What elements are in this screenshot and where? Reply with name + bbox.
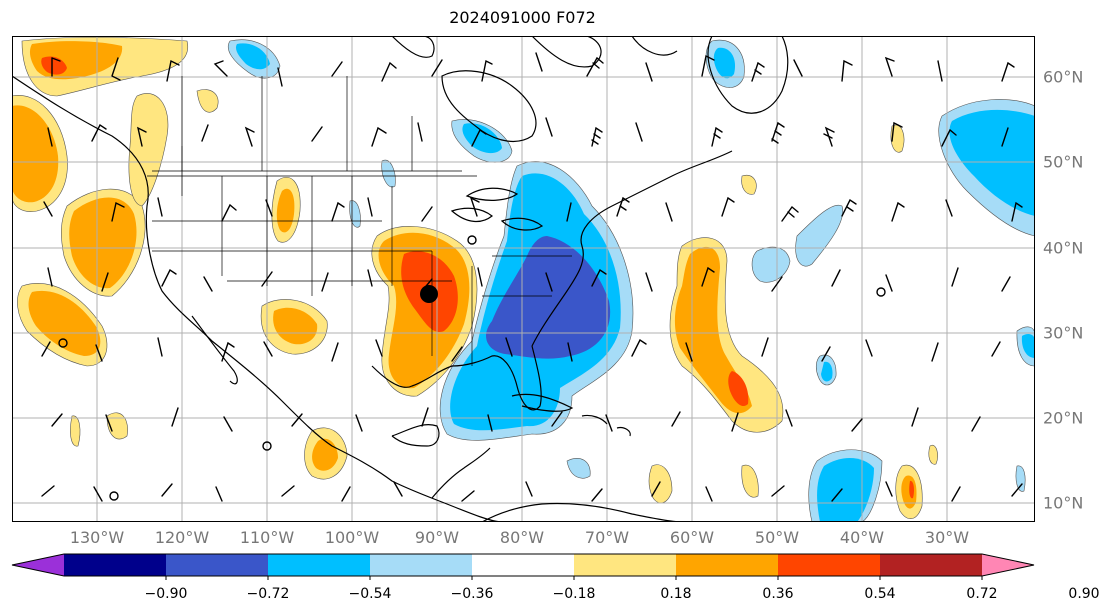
colorbar-tick-label: 0.90: [1068, 586, 1100, 602]
lon-label-100w: 100°W: [324, 528, 380, 547]
lat-label-40n: 40°N: [1043, 238, 1084, 258]
colorbar-segment: [778, 554, 881, 576]
storm-center-marker: [420, 285, 438, 303]
lon-label-120w: 120°W: [154, 528, 210, 547]
colorbar-tick-label: −0.54: [348, 586, 392, 602]
lon-label-80w: 80°W: [499, 528, 545, 547]
lat-label-50n: 50°N: [1043, 152, 1084, 172]
colorbar-segment: [64, 554, 167, 576]
lon-label-40w: 40°W: [839, 528, 885, 547]
lon-label-70w: 70°W: [584, 528, 630, 547]
colorbar-tick-label: −0.72: [246, 586, 290, 602]
colorbar-segment: [574, 554, 677, 576]
political-borders: [147, 76, 572, 366]
colorbar-outline: [11, 553, 1035, 577]
lon-label-50w: 50°W: [754, 528, 800, 547]
colorbar-segment: [880, 554, 983, 576]
colorbar-segment: [676, 554, 779, 576]
weather-map: [12, 36, 1035, 522]
map-title: 2024091000 F072: [449, 8, 596, 27]
colorbar: [11, 553, 1035, 580]
colorbar-segment: [370, 554, 473, 576]
colorbar-segment: [472, 554, 575, 576]
lat-label-10n: 10°N: [1043, 493, 1084, 513]
colorbar-tick-label: −0.36: [450, 586, 494, 602]
colorbar-segment: [268, 554, 371, 576]
colorbar-extend-low: [12, 554, 64, 576]
colorbar-tick-label: −0.18: [552, 586, 596, 602]
colorbar-extend-high: [982, 554, 1034, 576]
lon-label-110w: 110°W: [239, 528, 295, 547]
colorbar-tick-label: 0.54: [864, 586, 896, 602]
lon-label-90w: 90°W: [414, 528, 460, 547]
calm-wind-markers: [58, 235, 886, 501]
colorbar-tick-label: −0.90: [144, 586, 188, 602]
lon-label-60w: 60°W: [669, 528, 715, 547]
lat-label-60n: 60°N: [1043, 67, 1084, 87]
colorbar-tick-label: 0.72: [966, 586, 998, 602]
lon-label-30w: 30°W: [924, 528, 970, 547]
lat-label-30n: 30°N: [1043, 323, 1084, 343]
colorbar-segment: [166, 554, 269, 576]
colorbar-tick-label: 0.18: [660, 586, 692, 602]
lon-label-130w: 130°W: [69, 528, 125, 547]
coastlines: [12, 36, 789, 522]
lat-label-20n: 20°N: [1043, 408, 1084, 428]
wind-barbs: [41, 52, 1023, 502]
negative-anomaly-core: [486, 236, 611, 359]
colorbar-tick-label: 0.36: [762, 586, 794, 602]
